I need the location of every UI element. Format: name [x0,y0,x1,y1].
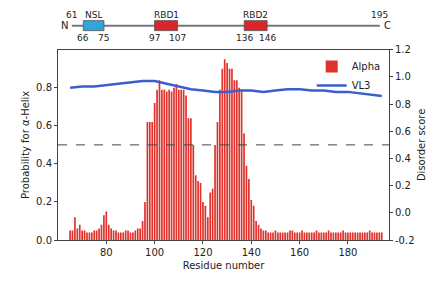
svg-text:0.0: 0.0 [395,207,411,218]
svg-text:97: 97 [149,33,160,43]
svg-text:Probability for α-Helix: Probability for α-Helix [20,91,31,199]
svg-text:Alpha: Alpha [352,61,380,72]
svg-text:RBD2: RBD2 [243,10,268,20]
svg-text:0.2: 0.2 [36,196,52,207]
svg-text:1.2: 1.2 [395,44,411,55]
svg-text:-0.2: -0.2 [395,235,415,246]
svg-text:195: 195 [371,10,388,20]
svg-text:107: 107 [169,33,186,43]
svg-text:NSL: NSL [85,10,102,20]
svg-text:66: 66 [77,33,89,43]
svg-text:61: 61 [66,10,77,20]
svg-text:0.4: 0.4 [395,153,411,164]
svg-text:N: N [61,20,68,31]
svg-text:75: 75 [98,33,109,43]
svg-text:0.2: 0.2 [395,180,411,191]
svg-text:VL3: VL3 [352,80,371,91]
svg-text:0.4: 0.4 [36,158,52,169]
svg-text:180: 180 [338,247,357,258]
svg-text:160: 160 [290,247,309,258]
svg-text:0.8: 0.8 [36,82,52,93]
svg-text:140: 140 [242,247,261,258]
svg-text:0.6: 0.6 [395,126,411,137]
svg-text:0.6: 0.6 [36,120,52,131]
svg-text:Residue number: Residue number [183,260,266,271]
svg-text:0.8: 0.8 [395,99,411,110]
svg-text:C: C [384,20,391,31]
svg-text:136: 136 [236,33,253,43]
svg-text:100: 100 [145,247,164,258]
svg-text:0.0: 0.0 [36,235,52,246]
svg-text:RBD1: RBD1 [154,10,179,20]
svg-text:1.0: 1.0 [395,71,411,82]
svg-text:120: 120 [193,247,212,258]
svg-text:Disorder score: Disorder score [416,109,427,181]
svg-text:80: 80 [100,247,113,258]
svg-text:146: 146 [259,33,276,43]
